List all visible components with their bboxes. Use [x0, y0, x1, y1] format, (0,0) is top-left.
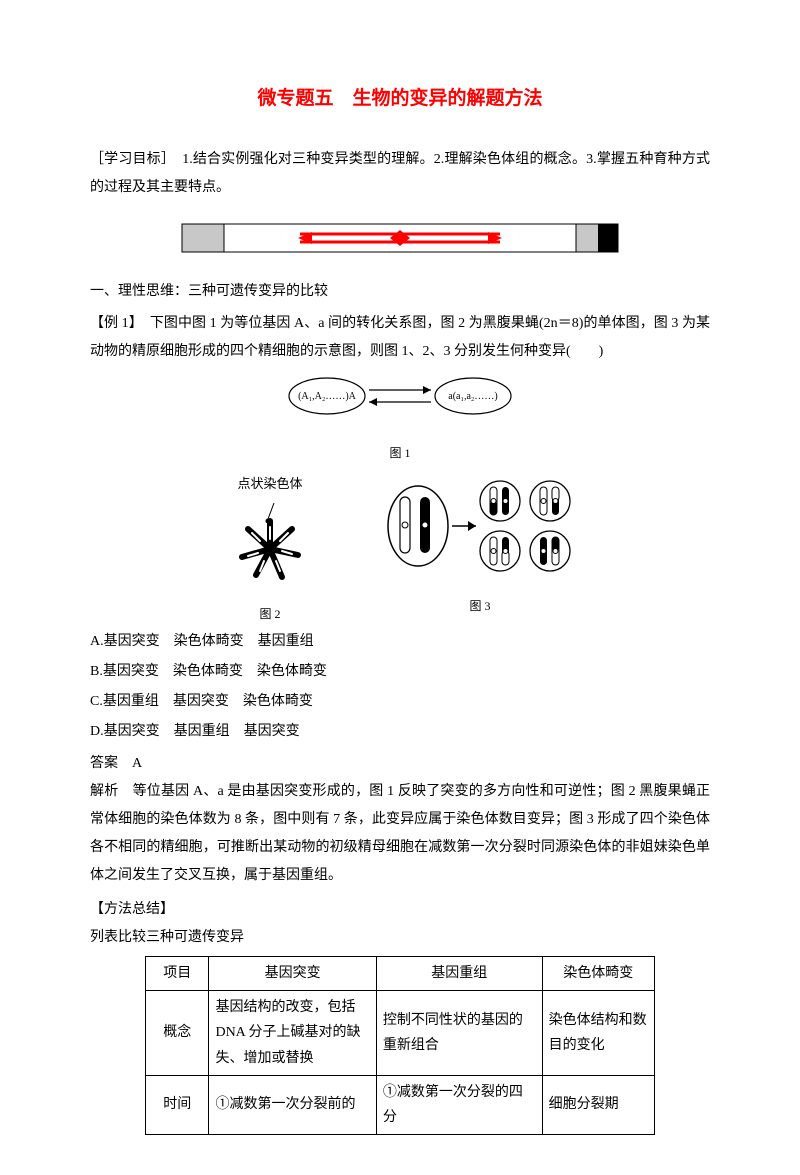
option-a: A.基因突变 染色体畸变 基因重组 — [90, 628, 710, 656]
row-concept-c2: 控制不同性状的基因的重新组合 — [376, 991, 542, 1076]
figure-3: 图 3 — [380, 471, 580, 618]
row-concept-c1: 基因结构的改变，包括DNA 分子上碱基对的缺失、增加或替换 — [209, 991, 376, 1076]
th-aberr: 染色体畸变 — [542, 957, 654, 991]
row-time-c1: ①减数第一次分裂前的 — [209, 1075, 376, 1134]
method-summary-head: 【方法总结】 — [90, 896, 710, 924]
section-1-heading: 一、理性思维：三种可遗传变异的比较 — [90, 278, 710, 306]
page: 微专题五 生物的变异的解题方法 ［学习目标］ 1.结合实例强化对三种变异类型的理… — [0, 0, 800, 1175]
th-item: 项目 — [146, 957, 209, 991]
table-header-row: 项目 基因突变 基因重组 染色体畸变 — [146, 957, 655, 991]
page-title: 微专题五 生物的变异的解题方法 — [90, 80, 710, 118]
answer-value: A — [118, 756, 142, 771]
table-row: 时间 ①减数第一次分裂前的 ①减数第一次分裂的四分 细胞分裂期 — [146, 1075, 655, 1134]
options: A.基因突变 染色体畸变 基因重组 B.基因突变 染色体畸变 染色体畸变 C.基… — [90, 628, 710, 746]
figure-2-label: 点状染色体 — [220, 471, 320, 497]
objectives-label: ［学习目标］ — [90, 152, 168, 167]
row-time-label: 时间 — [146, 1075, 209, 1134]
svg-text:(A₁,A₂……)A: (A₁,A₂……)A — [298, 391, 357, 402]
svg-text:a(a₁,a₂……): a(a₁,a₂……) — [448, 391, 497, 402]
objectives-text: 1.结合实例强化对三种变异类型的理解。2.理解染色体组的概念。3.掌握五种育种方… — [90, 152, 710, 195]
row-time-c3: 细胞分裂期 — [542, 1075, 654, 1134]
figure-1: (A₁,A₂……)A a(a₁,a₂……) 图 1 — [90, 372, 710, 465]
option-b: B.基因突变 染色体畸变 染色体畸变 — [90, 658, 710, 686]
row-time-c2: ①减数第一次分裂的四分 — [376, 1075, 542, 1134]
option-c: C.基因重组 基因突变 染色体畸变 — [90, 688, 710, 716]
row-concept-c3: 染色体结构和数目的变化 — [542, 991, 654, 1076]
figure-3-caption: 图 3 — [380, 594, 580, 618]
example-1-text: 下图中图 1 为等位基因 A、a 间的转化关系图，图 2 为黑腹果蝇(2n＝8)… — [90, 316, 710, 359]
explanation: 解析 等位基因 A、a 是由基因突变形成的，图 1 反映了突变的多方向性和可逆性… — [90, 778, 710, 890]
explain-label: 解析 — [90, 784, 118, 799]
option-d: D.基因突变 基因重组 基因突变 — [90, 718, 710, 746]
comparison-table: 项目 基因突变 基因重组 染色体畸变 概念 基因结构的改变，包括DNA 分子上碱… — [145, 956, 655, 1135]
method-summary-sub: 列表比较三种可遗传变异 — [90, 924, 710, 952]
figure-row: 点状染色体 — [90, 471, 710, 626]
answer-label: 答案 — [90, 756, 118, 771]
example-1: 【例 1】 下图中图 1 为等位基因 A、a 间的转化关系图，图 2 为黑腹果蝇… — [90, 310, 710, 366]
th-mutation: 基因突变 — [209, 957, 376, 991]
explain-text: 等位基因 A、a 是由基因突变形成的，图 1 反映了突变的多方向性和可逆性；图 … — [90, 784, 710, 883]
figure-2-caption: 图 2 — [220, 602, 320, 626]
banner-graphic — [90, 218, 710, 258]
figure-2: 点状染色体 — [220, 471, 320, 626]
th-recomb: 基因重组 — [376, 957, 542, 991]
table-row: 概念 基因结构的改变，包括DNA 分子上碱基对的缺失、增加或替换 控制不同性状的… — [146, 991, 655, 1076]
figure-1-caption: 图 1 — [90, 441, 710, 465]
example-1-label: 【例 1】 — [90, 316, 136, 331]
row-concept-label: 概念 — [146, 991, 209, 1076]
objectives: ［学习目标］ 1.结合实例强化对三种变异类型的理解。2.理解染色体组的概念。3.… — [90, 146, 710, 202]
answer: 答案 A — [90, 750, 710, 778]
